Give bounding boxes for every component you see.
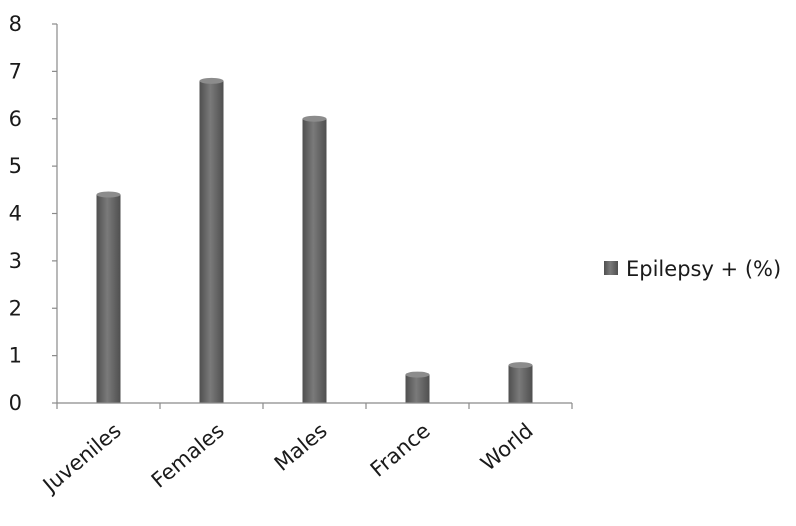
bar-world [508, 365, 533, 403]
x-axis-ticks [56, 403, 573, 409]
x-axis-labels: Juveniles Females Males France World [37, 418, 538, 498]
x-category-label: Females [147, 418, 229, 492]
bars [96, 77, 533, 403]
legend-label: Epilepsy + (%) [626, 257, 781, 281]
y-tick-label: 8 [9, 12, 22, 36]
legend: Epilepsy + (%) [604, 257, 781, 281]
y-tick-label: 5 [9, 154, 22, 178]
y-tick-label: 2 [9, 296, 22, 320]
x-category-label: World [476, 418, 538, 475]
y-tick-label: 4 [9, 202, 22, 226]
bar-france [405, 374, 430, 403]
bar-males [302, 118, 327, 403]
y-tick-label: 1 [9, 344, 22, 368]
bar-juveniles [96, 194, 121, 403]
y-axis-ticks: 0 1 2 3 4 5 6 7 8 [9, 12, 57, 415]
bar-cap [405, 371, 430, 378]
bar-cap [96, 191, 121, 198]
bar-females [199, 80, 224, 403]
bar-cap [302, 115, 327, 122]
y-tick-label: 3 [9, 249, 22, 273]
y-tick-label: 6 [9, 107, 22, 131]
y-tick-label: 7 [9, 59, 22, 83]
bar-cap [199, 77, 224, 84]
x-category-label: Males [270, 418, 332, 475]
bar-cap [508, 362, 533, 369]
y-tick-label: 0 [9, 391, 22, 415]
x-category-label: France [366, 418, 435, 481]
x-category-label: Juveniles [37, 418, 126, 498]
legend-swatch [604, 261, 618, 275]
